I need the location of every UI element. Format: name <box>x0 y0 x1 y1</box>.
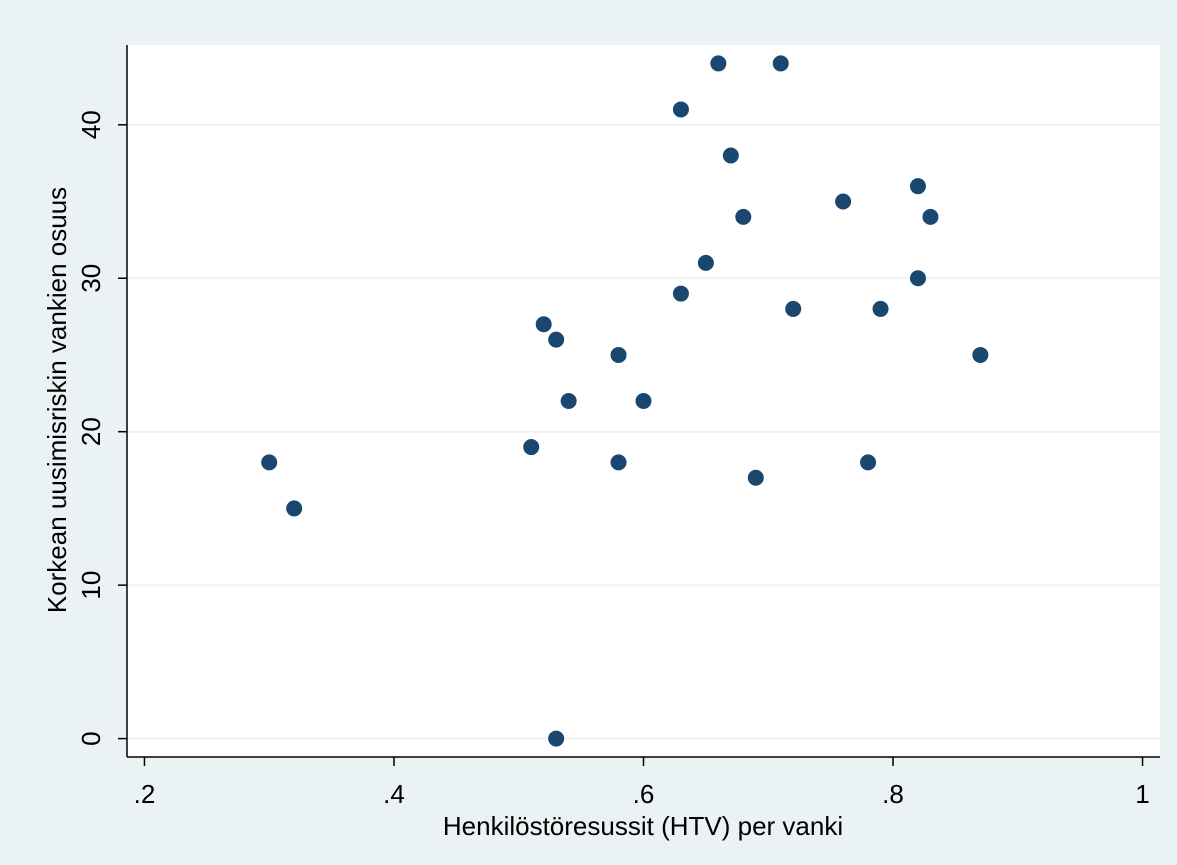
point <box>697 254 714 271</box>
point <box>535 316 552 333</box>
y-tick-label: 40 <box>76 110 106 139</box>
point <box>922 208 939 225</box>
point <box>772 55 789 72</box>
y-tick-label: 30 <box>76 264 106 293</box>
point <box>548 331 565 348</box>
point <box>261 454 278 471</box>
point <box>747 469 764 486</box>
point <box>785 300 802 317</box>
x-axis-label: Henkilöstöresussit (HTV) per vanki <box>443 811 843 841</box>
point <box>722 147 739 164</box>
point <box>286 500 303 517</box>
y-tick-label: 0 <box>76 731 106 745</box>
point <box>635 393 652 409</box>
point <box>860 454 877 471</box>
point <box>548 730 565 747</box>
point <box>909 178 926 195</box>
point <box>835 193 852 210</box>
point <box>560 393 577 409</box>
y-tick-label: 10 <box>76 571 106 600</box>
point <box>610 346 627 363</box>
y-axis-label: Korkean uusimisriskin vankien osuus <box>42 187 72 613</box>
point <box>710 55 727 72</box>
point <box>672 101 689 118</box>
x-tick-label: 1 <box>1135 779 1149 809</box>
y-tick-label: 20 <box>76 417 106 446</box>
x-tick-label: .4 <box>383 779 405 809</box>
x-tick-label: .6 <box>633 779 655 809</box>
point <box>735 208 752 225</box>
point <box>909 270 926 287</box>
point <box>972 346 989 363</box>
point <box>523 439 540 456</box>
point <box>610 454 627 471</box>
point <box>672 285 689 302</box>
x-tick-label: .2 <box>134 779 156 809</box>
x-tick-label: .8 <box>882 779 904 809</box>
point <box>872 300 889 317</box>
